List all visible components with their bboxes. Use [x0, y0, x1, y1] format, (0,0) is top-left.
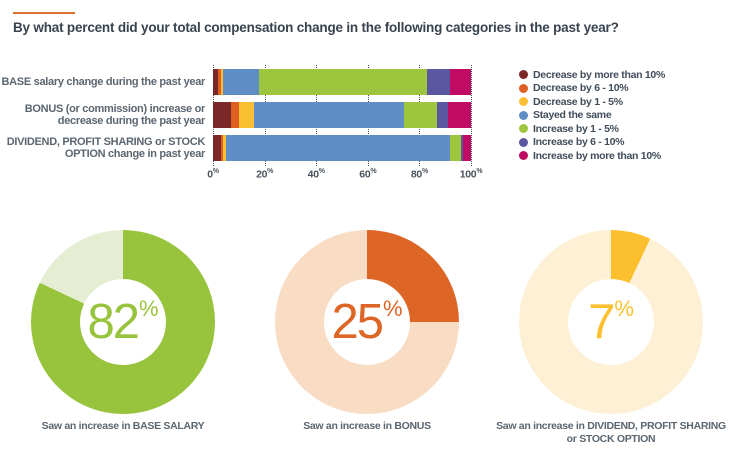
stacked-bar-bonus — [213, 102, 471, 128]
donut-bonus: 25% — [275, 230, 459, 414]
legend-label: Increase by 6 - 10% — [533, 136, 625, 149]
accent-rule — [13, 12, 75, 14]
bar-segment — [213, 102, 232, 128]
donut-caption-bonus: Saw an increase in BONUS — [303, 420, 431, 432]
legend-item: Stayed the same — [519, 109, 665, 123]
percent-sign: % — [614, 296, 634, 321]
bar-segment — [213, 135, 221, 161]
bar-segment — [220, 69, 224, 95]
legend-item: Decrease by 6 - 10% — [519, 82, 665, 96]
bar-segment — [460, 135, 464, 161]
legend-dot-icon — [519, 124, 528, 134]
donut-dividend: 7% — [519, 230, 703, 414]
compensation-stacked-bar-chart: BASE salary change during the past year … — [0, 0, 735, 200]
legend-label: Increase by 1 - 5% — [533, 122, 619, 135]
percent-sign: % — [138, 296, 159, 321]
bar-segment — [220, 135, 224, 161]
legend-dot-icon — [519, 70, 528, 80]
bar-segment — [238, 102, 255, 128]
legend-item: Increase by 6 - 10% — [519, 136, 665, 150]
legend-item: Decrease by more than 10% — [519, 68, 665, 82]
bar-segment — [447, 102, 471, 128]
bar-segment — [213, 69, 219, 95]
legend-item: Increase by more than 10% — [519, 149, 665, 163]
legend-dot-icon — [519, 97, 528, 107]
bar-segment — [218, 69, 221, 95]
bar-category-label-bonus: BONUS (or commission) increase or decrea… — [24, 102, 206, 128]
bar-category-label-base-salary: BASE salary change during the past year — [1, 75, 206, 88]
bar-segment — [427, 69, 451, 95]
x-tick-label: 0% — [207, 168, 219, 181]
bar-segment — [259, 69, 428, 95]
bar-segment — [437, 102, 448, 128]
gridline — [471, 65, 472, 166]
x-tick-label: 20% — [256, 168, 274, 181]
bar-segment — [403, 102, 438, 128]
bar-segment — [223, 135, 226, 161]
bar-segment — [254, 102, 404, 128]
chart-legend: Decrease by more than 10% Decrease by 6 -… — [519, 68, 665, 163]
donut-number: 7 — [588, 294, 615, 349]
legend-label: Increase by more than 10% — [533, 149, 661, 162]
donut-hole — [324, 279, 410, 365]
legend-item: Decrease by 1 - 5% — [519, 95, 665, 109]
bar-segment — [450, 69, 471, 95]
donut-base-salary: 82% — [31, 230, 215, 414]
legend-dot-icon — [519, 137, 528, 147]
stacked-bar-base-salary — [213, 69, 471, 95]
legend-label: Stayed the same — [533, 109, 612, 122]
legend-label: Decrease by 1 - 5% — [533, 95, 623, 108]
bar-segment — [223, 69, 260, 95]
x-tick-label: 100% — [459, 168, 483, 181]
bar-segment — [463, 135, 471, 161]
donut-hole — [568, 279, 654, 365]
stacked-bar-dividend — [213, 135, 471, 161]
bar-segment — [231, 102, 239, 128]
percent-sign: % — [382, 296, 403, 321]
legend-label: Decrease by more than 10% — [533, 68, 665, 81]
x-axis: 0% 20% 40% 60% 80% 100% — [207, 168, 482, 182]
legend-label: Decrease by 6 - 10% — [533, 82, 629, 95]
legend-dot-icon — [519, 110, 528, 120]
donut-number: 82 — [87, 294, 139, 349]
bar-segment — [225, 135, 451, 161]
x-tick-label: 40% — [307, 168, 325, 181]
bar-segment — [450, 135, 461, 161]
donut-value: 82% — [31, 230, 215, 414]
bar-category-label-dividend: DIVIDEND, PROFIT SHARING or STOCK OPTION… — [6, 135, 206, 161]
legend-dot-icon — [519, 151, 528, 161]
x-tick-label: 60% — [359, 168, 377, 181]
page-title: By what percent did your total compensat… — [13, 20, 619, 35]
donut-number: 25 — [331, 294, 383, 349]
donut-value: 25% — [275, 230, 459, 414]
legend-item: Increase by 1 - 5% — [519, 122, 665, 136]
x-tick-label: 80% — [410, 168, 428, 181]
legend-dot-icon — [519, 83, 528, 93]
donut-value: 7% — [519, 230, 703, 414]
donut-caption-dividend: Saw an increase in DIVIDEND, PROFIT SHAR… — [496, 420, 726, 445]
donut-caption-base-salary: Saw an increase in BASE SALARY — [41, 420, 205, 432]
donut-hole — [80, 279, 166, 365]
